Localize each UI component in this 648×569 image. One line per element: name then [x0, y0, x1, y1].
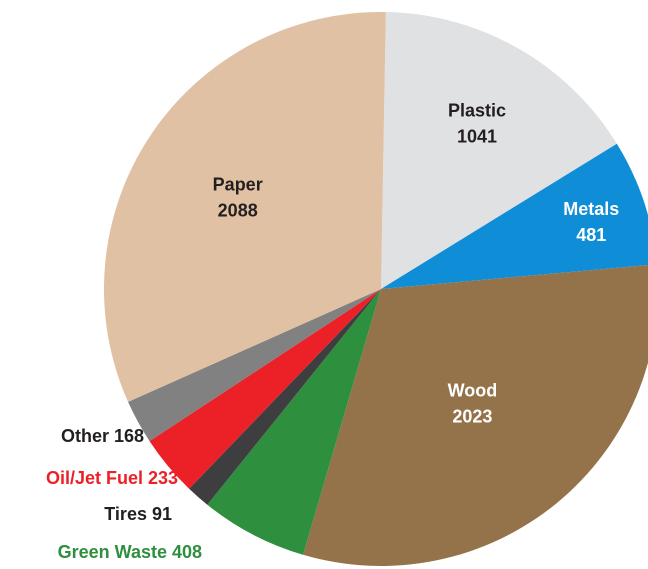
pie-slice-metals	[381, 143, 648, 289]
slice-label-wood: Wood 2023	[448, 380, 498, 426]
slice-label-tires: Tires 91	[104, 504, 172, 524]
slice-label-other: Other 168	[61, 426, 144, 446]
pie-labels: Plastic 1041 Metals 481 Wood 2023 Green Waste …	[46, 101, 619, 563]
slice-label-plastic: Plastic 1041	[448, 101, 506, 147]
pie-slice-plastic	[381, 12, 617, 289]
slice-label-paper: Paper 2088	[213, 174, 263, 220]
slice-label-metals: Metals 481	[563, 199, 619, 245]
pie-slice-oil-jet-fuel	[149, 289, 381, 489]
pie-slice-paper	[103, 11, 386, 402]
pie-slice-other	[128, 289, 381, 442]
pie-slice-green-waste	[207, 289, 381, 555]
pie-slices	[103, 11, 648, 566]
pie-slice-wood	[303, 265, 648, 566]
slice-label-oil-jet-fuel: Oil/Jet Fuel 233	[46, 468, 178, 488]
slice-label-green-waste: Green Waste 408	[58, 542, 202, 562]
pie-slice-tires	[189, 289, 381, 505]
